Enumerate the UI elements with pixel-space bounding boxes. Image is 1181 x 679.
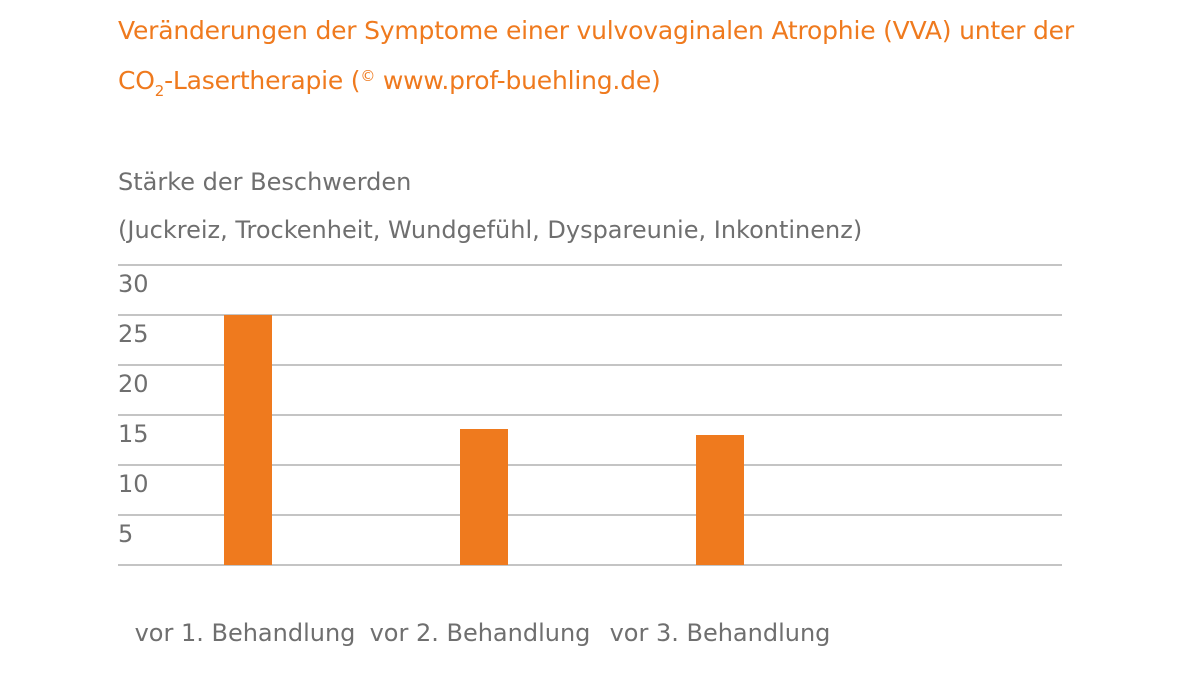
- chart-title-line-1: Veränderungen der Symptome einer vulvova…: [118, 16, 1074, 45]
- bar: [696, 435, 744, 565]
- title-source: www.prof-buehling.de): [375, 66, 661, 95]
- x-tick-labels: vor 1. Behandlung vor 2. Behandlung vor 3.…: [135, 619, 831, 647]
- y-tick-label: 5: [118, 520, 133, 548]
- bar: [224, 315, 272, 565]
- title-co: CO: [118, 66, 155, 95]
- y-axis-label-line-1: Stärke der Beschwerden: [118, 168, 412, 196]
- y-tick-label: 25: [118, 320, 149, 348]
- gridlines: [118, 264, 1062, 566]
- y-tick-label: 20: [118, 370, 149, 398]
- y-tick-label: 10: [118, 470, 149, 498]
- x-tick-label: vor 2. Behandlung: [370, 619, 591, 647]
- bars: [224, 315, 744, 565]
- y-tick-label: 15: [118, 420, 149, 448]
- y-tick-labels: 5 10 15 20 25 30: [118, 270, 149, 548]
- x-tick-label: vor 3. Behandlung: [610, 619, 831, 647]
- x-tick-label: vor 1. Behandlung: [135, 619, 356, 647]
- chart-title-line-2: CO2-Lasertherapie (© www.prof-buehling.d…: [118, 66, 661, 100]
- y-axis-label-line-2: (Juckreiz, Trockenheit, Wundgefühl, Dysp…: [118, 216, 863, 244]
- bar: [460, 429, 508, 565]
- title-mid: -Lasertherapie (: [164, 66, 361, 95]
- copyright-symbol: ©: [360, 67, 376, 85]
- y-tick-label: 30: [118, 270, 149, 298]
- title-subscript: 2: [154, 82, 165, 100]
